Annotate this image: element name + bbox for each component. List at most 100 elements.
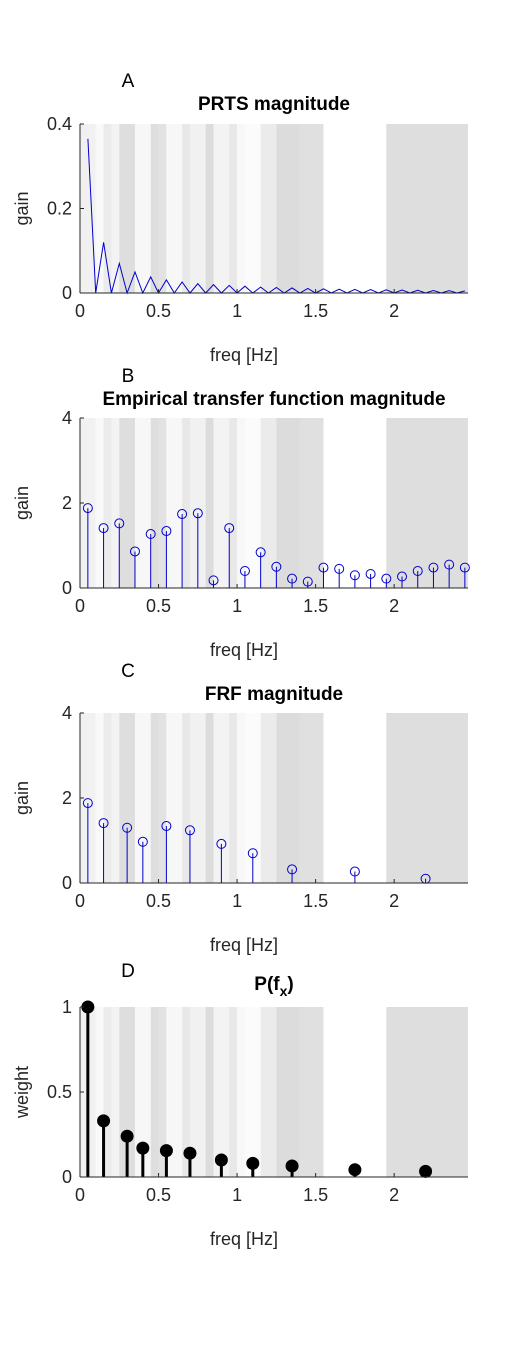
stem-marker xyxy=(120,1129,134,1143)
background-band xyxy=(166,124,183,293)
background-band xyxy=(276,713,300,883)
stem-marker xyxy=(349,866,360,877)
x-tick-label: 0.5 xyxy=(146,1185,171,1205)
stem-marker xyxy=(255,547,266,558)
stem-marker xyxy=(428,562,439,573)
x-tick-label: 1.5 xyxy=(303,1185,328,1205)
y-axis-label: weight xyxy=(12,1066,32,1119)
y-tick-label: 4 xyxy=(62,408,72,428)
y-tick-label: 1 xyxy=(62,997,72,1017)
stem-marker xyxy=(302,576,313,587)
x-tick-label: 2 xyxy=(389,891,399,911)
background-band xyxy=(323,418,387,588)
y-tick-label: 0.5 xyxy=(47,1082,72,1102)
background-band xyxy=(276,124,300,293)
background-band xyxy=(260,124,277,293)
background-band xyxy=(80,418,96,588)
x-tick-label: 2 xyxy=(389,301,399,321)
background-band xyxy=(166,418,183,588)
background-band xyxy=(213,124,230,293)
x-tick-label: 1.5 xyxy=(303,891,328,911)
x-tick-label: 1.5 xyxy=(303,596,328,616)
background-band xyxy=(166,713,183,883)
background-band xyxy=(182,713,190,883)
background-band xyxy=(323,124,387,293)
background-band xyxy=(386,418,468,588)
plot-title: P(fx) xyxy=(254,974,293,999)
y-tick-label: 0.2 xyxy=(47,199,72,219)
background-band xyxy=(229,713,238,883)
background-band xyxy=(150,1007,159,1177)
background-band xyxy=(276,1007,300,1177)
stem-marker xyxy=(318,562,329,573)
stem-marker xyxy=(184,825,195,836)
background-band xyxy=(80,124,96,293)
stem-marker xyxy=(224,523,235,534)
background-band xyxy=(189,124,206,293)
background-band xyxy=(276,418,300,588)
background-band xyxy=(237,124,245,293)
background-band xyxy=(299,1007,324,1177)
y-tick-label: 2 xyxy=(62,788,72,808)
background-band xyxy=(189,713,206,883)
stem-marker xyxy=(82,503,93,514)
background-band xyxy=(299,124,324,293)
background-band xyxy=(237,418,245,588)
background-band xyxy=(158,1007,167,1177)
stem-marker xyxy=(381,573,392,584)
background-band xyxy=(244,1007,261,1177)
stem-marker xyxy=(161,526,172,537)
background-band xyxy=(323,1007,387,1177)
background-band xyxy=(95,124,104,293)
x-tick-label: 0 xyxy=(75,891,85,911)
background-band xyxy=(150,418,159,588)
background-band xyxy=(103,124,112,293)
background-band xyxy=(103,418,112,588)
x-tick-label: 1 xyxy=(232,301,242,321)
stem-marker xyxy=(412,566,423,576)
panel-a: 0 0.5 1 1.5 2 0 0.2 0.4 freq [Hz] gain A PRTS magni… xyxy=(12,71,468,365)
stem-marker xyxy=(159,1144,173,1158)
background-band xyxy=(150,124,159,293)
background-band xyxy=(182,124,190,293)
stem-marker xyxy=(397,571,408,582)
stem-marker xyxy=(114,518,125,529)
stem-marker xyxy=(444,559,455,570)
x-axis-label: freq [Hz] xyxy=(210,345,278,365)
panel-letter: D xyxy=(121,961,135,982)
background-band xyxy=(205,418,214,588)
background-band xyxy=(189,418,206,588)
y-tick-label: 4 xyxy=(62,703,72,723)
stem-marker xyxy=(129,546,140,557)
x-tick-label: 0.5 xyxy=(146,891,171,911)
x-tick-label: 0 xyxy=(75,596,85,616)
stem-marker xyxy=(246,1156,260,1170)
background-band xyxy=(237,1007,245,1177)
panel-letter: C xyxy=(121,661,135,682)
background-band xyxy=(323,713,387,883)
background-band xyxy=(80,713,96,883)
background-band xyxy=(150,713,159,883)
background-band xyxy=(386,713,468,883)
x-tick-label: 1 xyxy=(232,891,242,911)
background-band xyxy=(229,418,238,588)
stem-marker xyxy=(459,562,470,573)
x-tick-label: 1 xyxy=(232,596,242,616)
background-band xyxy=(158,418,167,588)
stem-marker xyxy=(97,1114,111,1128)
stem-marker xyxy=(208,575,219,586)
background-band xyxy=(244,418,261,588)
stem-marker xyxy=(349,570,360,581)
y-tick-label: 0 xyxy=(62,1167,72,1187)
stem-marker xyxy=(271,561,282,572)
background-band xyxy=(299,713,324,883)
stem-marker xyxy=(136,1141,150,1155)
background-band xyxy=(103,1007,112,1177)
x-axis-label: freq [Hz] xyxy=(210,1229,278,1249)
background-band xyxy=(166,1007,183,1177)
stem-marker xyxy=(137,836,148,847)
stem-marker xyxy=(161,821,172,832)
background-band xyxy=(95,1007,104,1177)
stem-marker xyxy=(122,822,133,833)
